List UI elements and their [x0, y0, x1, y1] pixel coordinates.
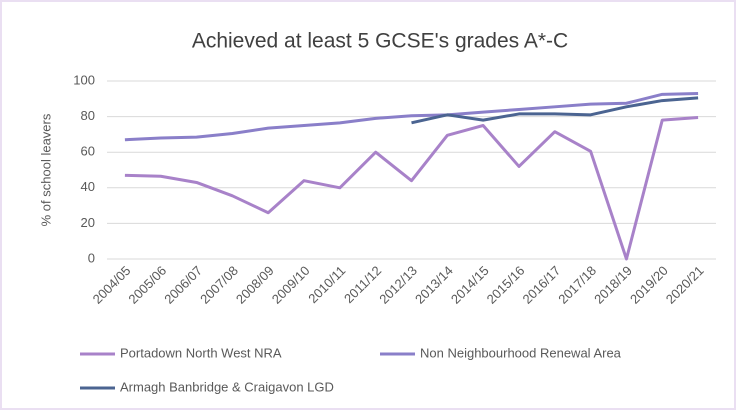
series-line: [124, 91, 699, 142]
legend-label: Armagh Banbridge & Craigavon LGD: [120, 379, 334, 394]
y-tick-label: 60: [81, 144, 95, 159]
y-tick-label: 20: [81, 215, 95, 230]
legend-label: Portadown North West NRA: [120, 345, 282, 360]
y-tick-label: 100: [73, 72, 95, 87]
y-axis-title: % of school leavers: [38, 113, 53, 226]
legend-label: Non Neighbourhood Renewal Area: [420, 345, 622, 360]
y-tick-label: 40: [81, 179, 95, 194]
series-line: [124, 115, 699, 261]
chart-title: Achieved at least 5 GCSE's grades A*-C: [192, 30, 568, 53]
y-tick-label: 0: [88, 250, 95, 265]
series-line: [411, 96, 699, 125]
y-tick-label: 80: [81, 108, 95, 123]
